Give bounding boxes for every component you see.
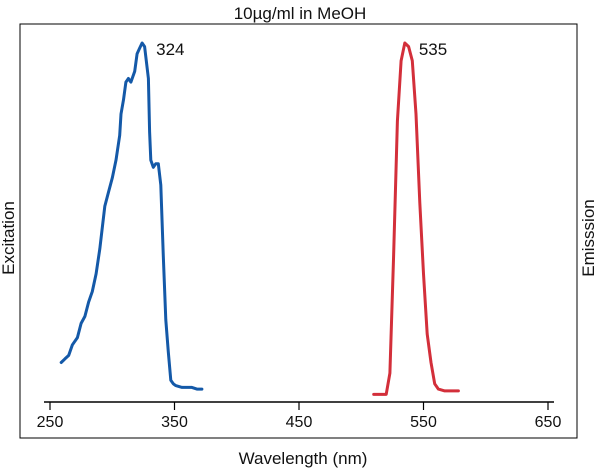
- x-tick-label: 250: [37, 414, 64, 431]
- peak-label-emisssion: 535: [419, 40, 447, 59]
- peak-label-excitation: 324: [156, 40, 184, 59]
- y-axis-label-right: Emisssion: [579, 199, 598, 276]
- peak-labels: 324 535: [156, 40, 447, 59]
- x-axis-label: Wavelength (nm): [239, 449, 368, 468]
- series-layer: [59, 41, 460, 396]
- chart-title: 10µg/ml in MeOH: [234, 4, 367, 23]
- plot-frame: [19, 23, 578, 439]
- series-line-emisssion: [372, 41, 460, 396]
- x-tick-label: 350: [161, 414, 188, 431]
- x-tick-label: 450: [286, 414, 313, 431]
- x-tick-label: 550: [410, 414, 437, 431]
- series-line-excitation: [59, 41, 204, 391]
- x-tick-label: 650: [535, 414, 562, 431]
- y-axis-label-left: Excitation: [0, 201, 18, 275]
- x-axis-ticks: 250 350 450 550 650: [37, 402, 562, 431]
